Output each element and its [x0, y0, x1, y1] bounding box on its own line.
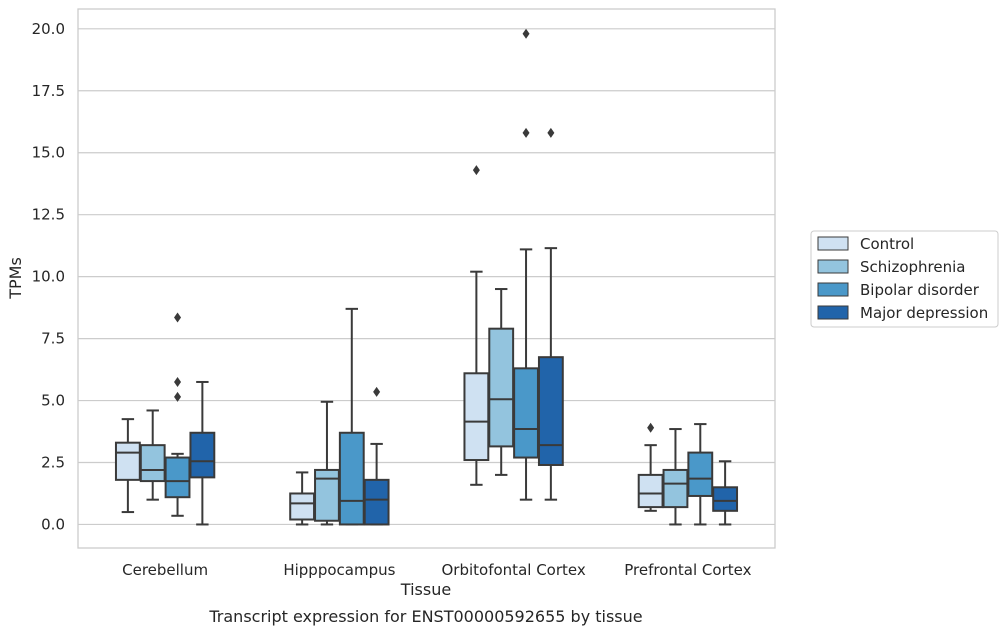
outlier-point [522, 28, 530, 39]
legend-swatch [817, 259, 849, 274]
gridlines [78, 28, 775, 526]
chart-caption: Transcript expression for ENST0000059265… [208, 607, 642, 626]
outlier-point [174, 391, 182, 402]
box-schizophrenia [139, 409, 166, 501]
y-tick-label: 17.5 [32, 82, 65, 100]
box-iqr [637, 473, 664, 509]
legend-label: Control [860, 235, 914, 253]
x-tick-label: Cerebellum [122, 561, 208, 579]
legend-swatch [817, 236, 849, 251]
outlier-point [174, 376, 182, 387]
box-control [114, 418, 141, 514]
legend-label: Schizophrenia [860, 258, 965, 276]
x-tick-label: Prefrontal Cortex [624, 561, 751, 579]
plot-frame [77, 8, 776, 549]
outlier-point [174, 312, 182, 323]
y-tick-label: 10.0 [32, 268, 65, 286]
y-tick-label: 15.0 [32, 144, 65, 162]
box-bipolar-disorder [687, 423, 714, 526]
x-axis-ticks: Cerebellum Hipppocampus Orbitofontal Corte… [122, 561, 751, 579]
box-iqr [189, 431, 216, 479]
x-tick-label: Orbitofontal Cortex [442, 561, 586, 579]
box-iqr [114, 441, 141, 481]
box-iqr [139, 444, 166, 483]
x-axis-label: Tissue [400, 580, 451, 599]
box-iqr [537, 356, 564, 466]
box-control [637, 422, 664, 512]
box-major-depression [363, 386, 390, 526]
box-major-depression [189, 380, 216, 526]
y-axis-label: TPMs [6, 257, 25, 300]
legend-frame [810, 230, 999, 328]
box-iqr [289, 492, 316, 521]
box-control [463, 165, 490, 486]
box-iqr [363, 478, 390, 526]
box-iqr [463, 372, 490, 462]
legend: Control Schizophrenia Bipolar disorder Majo… [810, 230, 999, 328]
legend-label: Bipolar disorder [860, 281, 980, 299]
box-major-depression [712, 460, 739, 526]
y-tick-label: 20.0 [32, 20, 65, 38]
box-iqr [662, 468, 689, 509]
box-iqr [712, 486, 739, 512]
y-tick-label: 12.5 [32, 206, 65, 224]
legend-label: Major depression [860, 304, 988, 322]
outlier-point [373, 386, 381, 397]
y-tick-label: 0.0 [41, 515, 65, 533]
box-groups [114, 28, 739, 526]
box-iqr [687, 451, 714, 497]
box-bipolar-disorder [164, 312, 191, 517]
outlier-point [472, 165, 480, 176]
legend-swatch [817, 305, 849, 320]
y-tick-label: 7.5 [41, 330, 65, 348]
box-iqr [513, 367, 539, 459]
box-schizophrenia [488, 288, 515, 476]
legend-swatch [817, 282, 849, 297]
box-bipolar-disorder [338, 307, 365, 526]
outlier-point [647, 422, 655, 433]
y-tick-label: 5.0 [41, 392, 65, 410]
outlier-point [547, 127, 555, 138]
box-bipolar-disorder [513, 28, 539, 501]
box-iqr [314, 468, 340, 522]
box-iqr [488, 327, 515, 448]
box-major-depression [537, 127, 564, 501]
y-axis-ticks: 0.0 2.5 5.0 7.5 10.0 12.5 15.0 17.5 20.0 [32, 20, 65, 534]
box-schizophrenia [314, 400, 340, 526]
outlier-point [522, 127, 530, 138]
box-iqr [164, 456, 191, 499]
box-iqr [338, 431, 365, 526]
box-control [289, 471, 316, 526]
box-schizophrenia [662, 428, 689, 526]
x-tick-label: Hipppocampus [283, 561, 395, 579]
y-tick-label: 2.5 [41, 454, 65, 472]
